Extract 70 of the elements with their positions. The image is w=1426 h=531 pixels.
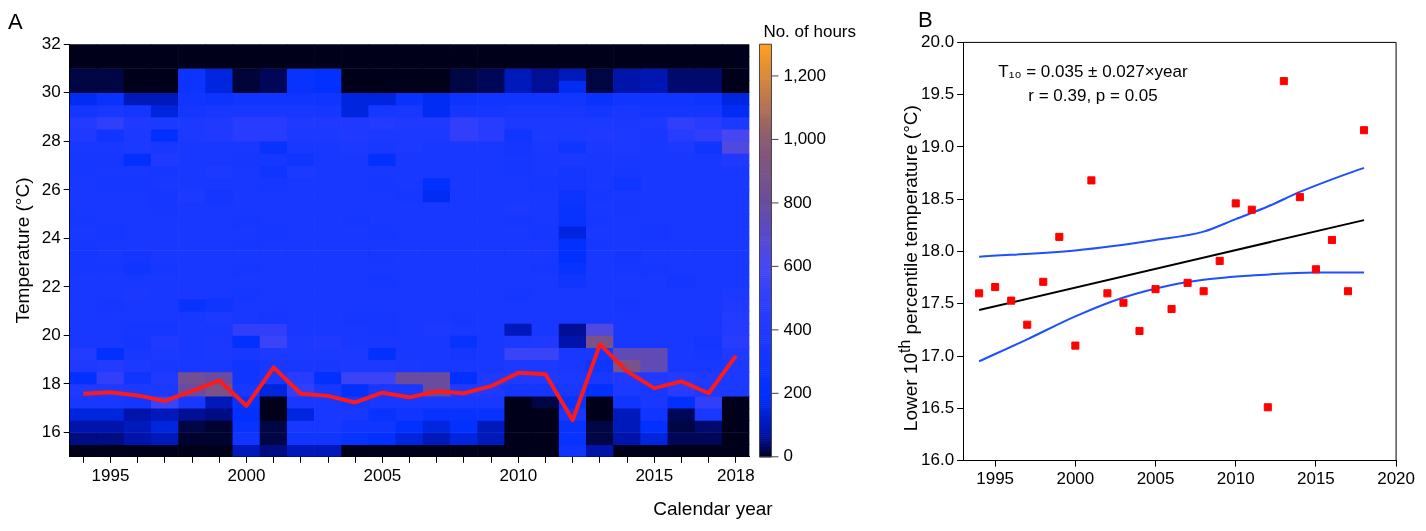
chart-title: A <box>8 9 23 35</box>
y-tick-label: 16.0 <box>920 450 955 470</box>
color-bar-label: 400 <box>783 319 812 339</box>
annotation: r = 0.39, p = 0.05 <box>1028 86 1158 106</box>
point <box>1119 298 1128 307</box>
x-tick-label: 2005 <box>363 465 402 485</box>
y-tick-label: 28 <box>41 130 61 150</box>
point <box>1343 287 1353 296</box>
y-tick-label: 20 <box>41 325 61 345</box>
y-tick-label: 17.5 <box>920 293 955 313</box>
point <box>1023 320 1032 329</box>
point <box>1103 289 1112 298</box>
x-axis-title: Calendar year <box>652 498 774 520</box>
x-tick-label: 2018 <box>716 465 755 485</box>
y-tick-label: 24 <box>41 228 61 248</box>
y-axis-title: Temperature (°C) <box>11 177 33 324</box>
y-tick-label: 18.5 <box>920 188 955 208</box>
color-bar-label: 1,200 <box>783 65 827 85</box>
point <box>1183 278 1192 287</box>
x-tick-label: 2000 <box>1056 469 1095 489</box>
y-tick-label: 30 <box>41 82 61 102</box>
point <box>1071 341 1080 350</box>
point <box>1087 176 1096 185</box>
y-tick-label: 19.0 <box>920 136 955 156</box>
point <box>1151 285 1160 294</box>
y-tick-label: 19.5 <box>920 84 955 104</box>
x-tick-label: 2020 <box>1377 469 1415 489</box>
line-series <box>978 166 1366 258</box>
x-tick-label: 2010 <box>499 465 538 485</box>
color-bar-label: 800 <box>783 192 812 212</box>
x-tick-label: 1995 <box>91 465 130 485</box>
point <box>1215 256 1224 265</box>
x-tick-label: 2015 <box>635 465 674 485</box>
color-bar-label: 1,000 <box>783 129 827 149</box>
point <box>1007 296 1016 305</box>
point <box>975 289 984 298</box>
chart-title: B <box>918 7 933 33</box>
y-tick-label: 18 <box>41 373 61 393</box>
point <box>1295 193 1304 202</box>
point <box>1199 287 1208 296</box>
x-tick-label: 2005 <box>1136 469 1175 489</box>
y-tick-label: 18.0 <box>920 241 955 261</box>
point <box>1167 304 1176 314</box>
color-bar-label: 200 <box>783 383 812 403</box>
point <box>991 283 1000 292</box>
point <box>1279 77 1288 86</box>
y-tick-label: 32 <box>41 33 61 53</box>
point <box>1359 126 1369 135</box>
color-bar-title: No. of hours <box>763 22 856 42</box>
y-tick-label: 20.0 <box>920 32 955 52</box>
y-tick-label: 22 <box>41 276 61 296</box>
point <box>1231 199 1240 208</box>
y-tick-label: 26 <box>41 179 61 199</box>
x-tick-label: 2000 <box>227 465 266 485</box>
point <box>1311 265 1320 274</box>
point <box>1135 326 1144 335</box>
point <box>1247 205 1256 214</box>
point <box>1327 235 1336 245</box>
point <box>1055 232 1064 241</box>
annotation: T₁₀ = 0.035 ± 0.027×year <box>998 62 1189 82</box>
y-tick-label: 17.0 <box>920 345 955 365</box>
y-tick-label: 16.5 <box>920 398 955 418</box>
color-bar-label: 0 <box>783 446 793 466</box>
point <box>1263 403 1272 412</box>
point <box>1039 277 1048 286</box>
x-tick-label: 2015 <box>1296 469 1335 489</box>
y-tick-label: 16 <box>41 422 61 442</box>
x-tick-label: 2010 <box>1216 469 1255 489</box>
x-tick-label: 1995 <box>976 469 1015 489</box>
color-bar-label: 600 <box>783 256 812 276</box>
